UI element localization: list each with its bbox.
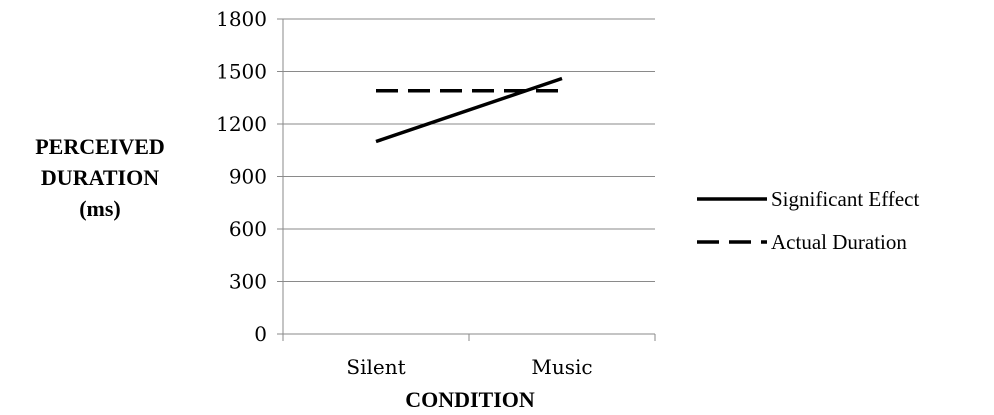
y-tick-label: 1500 [216,60,267,84]
x-tick-labels: Silent Music [346,355,592,379]
legend-label-1: Significant Effect [771,187,919,211]
y-axis-title-line-3: (ms) [79,196,121,221]
x-tick-label: Music [531,355,592,379]
y-tick-label: 300 [229,270,267,294]
y-tick-label: 600 [229,217,267,241]
legend: Significant Effect Actual Duration [697,187,919,254]
y-tick-label: 1800 [216,7,267,31]
y-tick-label: 1200 [216,112,267,136]
y-tick-label: 0 [254,322,267,346]
legend-label-2: Actual Duration [771,230,907,254]
series-line-1 [375,76,563,144]
x-axis-title: CONDITION [405,387,535,412]
y-tick-label: 900 [229,165,267,189]
x-tick-label: Silent [346,355,405,379]
axes [277,18,656,341]
series-lines [375,76,563,144]
y-axis-title-line-2: DURATION [41,165,159,190]
y-axis-title-line-1: PERCEIVED [35,134,165,159]
y-tick-labels: 0 300 600 900 1200 1500 1800 [216,7,267,346]
gridlines [283,18,655,282]
